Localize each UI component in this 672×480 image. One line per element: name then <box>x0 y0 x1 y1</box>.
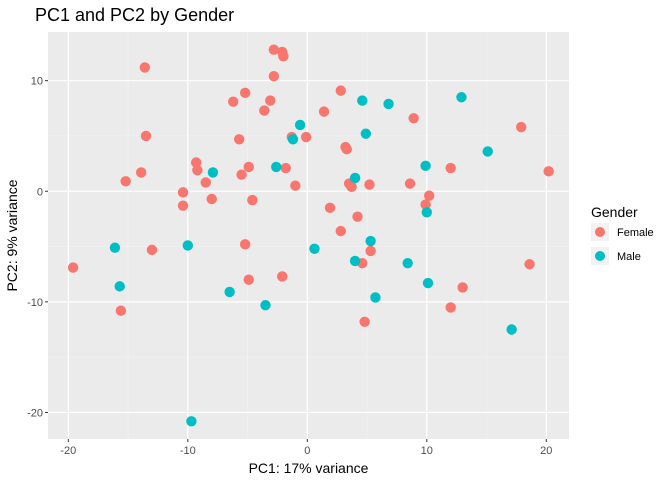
point-female <box>524 259 535 270</box>
point-male <box>420 160 431 172</box>
point-female <box>277 271 288 282</box>
point-male <box>207 167 219 178</box>
legend-label-male: Male <box>617 251 641 263</box>
point-female <box>346 181 357 193</box>
data-points <box>67 44 554 427</box>
point-female <box>177 200 189 211</box>
point-female <box>239 239 251 250</box>
point-female <box>247 194 258 206</box>
point-female <box>243 274 254 285</box>
x-axis-ticks: -20 -10 0 10 20 <box>60 439 552 457</box>
y-axis-ticks: -20 -10 0 10 <box>27 76 48 419</box>
point-female <box>120 176 131 187</box>
point-male <box>114 281 125 292</box>
x-tick-label: 20 <box>540 445 552 457</box>
point-female <box>177 187 189 198</box>
x-tick-label: -10 <box>180 445 196 457</box>
point-male <box>309 243 320 254</box>
point-female <box>280 162 291 174</box>
legend-marker-male <box>595 251 605 261</box>
point-female <box>324 202 336 214</box>
point-female <box>352 211 363 222</box>
point-male <box>182 240 194 251</box>
point-male <box>349 172 361 184</box>
point-male <box>260 299 271 311</box>
point-female <box>268 44 280 55</box>
point-female <box>146 244 158 256</box>
y-tick-label: -20 <box>27 407 43 419</box>
point-female <box>228 96 239 107</box>
point-male <box>365 235 376 247</box>
legend-title: Gender <box>591 204 638 220</box>
x-axis-title: PC1: 17% variance <box>249 460 369 476</box>
point-female <box>457 282 468 293</box>
point-female <box>300 131 312 143</box>
legend-label-female: Female <box>617 227 654 239</box>
point-male <box>506 324 517 335</box>
x-tick-label: -20 <box>60 445 76 457</box>
point-female <box>341 144 352 155</box>
point-female <box>516 121 527 133</box>
y-tick-label: 0 <box>37 186 43 198</box>
point-female <box>445 302 456 313</box>
y-tick-label: 10 <box>31 76 43 88</box>
point-male <box>271 161 282 173</box>
point-female <box>239 87 251 99</box>
x-tick-label: 0 <box>304 445 310 457</box>
point-female <box>265 95 276 106</box>
point-male <box>370 292 381 303</box>
point-female <box>543 166 554 177</box>
point-male <box>349 255 361 267</box>
point-male <box>287 134 299 145</box>
plot-panel <box>48 32 569 439</box>
y-axis-title: PC2: 9% variance <box>4 179 20 291</box>
point-male <box>109 242 121 253</box>
legend-marker-female <box>595 227 605 237</box>
chart-title: PC1 and PC2 by Gender <box>35 5 234 25</box>
point-male <box>294 119 306 131</box>
point-male <box>186 416 197 427</box>
x-tick-label: 10 <box>421 445 433 457</box>
point-female <box>335 85 346 96</box>
point-female <box>139 62 150 73</box>
point-female <box>404 178 416 189</box>
point-female <box>192 165 203 176</box>
point-male <box>224 286 235 298</box>
point-female <box>335 225 346 237</box>
point-female <box>408 113 419 124</box>
point-female <box>233 134 245 145</box>
point-female <box>200 177 211 188</box>
point-female <box>115 305 127 316</box>
point-male <box>357 95 368 106</box>
point-female <box>365 245 376 257</box>
legend: Gender Female Male <box>591 204 654 265</box>
point-female <box>423 190 435 201</box>
y-tick-label: -10 <box>27 297 43 309</box>
point-female <box>268 71 280 82</box>
point-female <box>278 51 289 62</box>
point-male <box>360 128 372 139</box>
point-female <box>445 162 456 174</box>
point-male <box>383 98 394 110</box>
point-female <box>364 179 375 190</box>
point-female <box>420 199 431 210</box>
point-male <box>402 257 413 269</box>
point-female <box>290 180 301 191</box>
point-male <box>421 207 433 218</box>
point-female <box>243 161 254 173</box>
major-gridlines <box>48 32 569 439</box>
point-male <box>456 92 467 103</box>
point-male <box>482 146 493 157</box>
point-female <box>318 106 330 117</box>
point-female <box>190 157 202 168</box>
point-female <box>259 105 270 116</box>
point-female <box>206 193 217 205</box>
point-female <box>67 262 79 273</box>
point-male <box>422 277 434 289</box>
point-female <box>236 169 247 180</box>
point-female <box>136 167 147 178</box>
point-female <box>140 130 152 142</box>
point-female <box>359 316 370 327</box>
